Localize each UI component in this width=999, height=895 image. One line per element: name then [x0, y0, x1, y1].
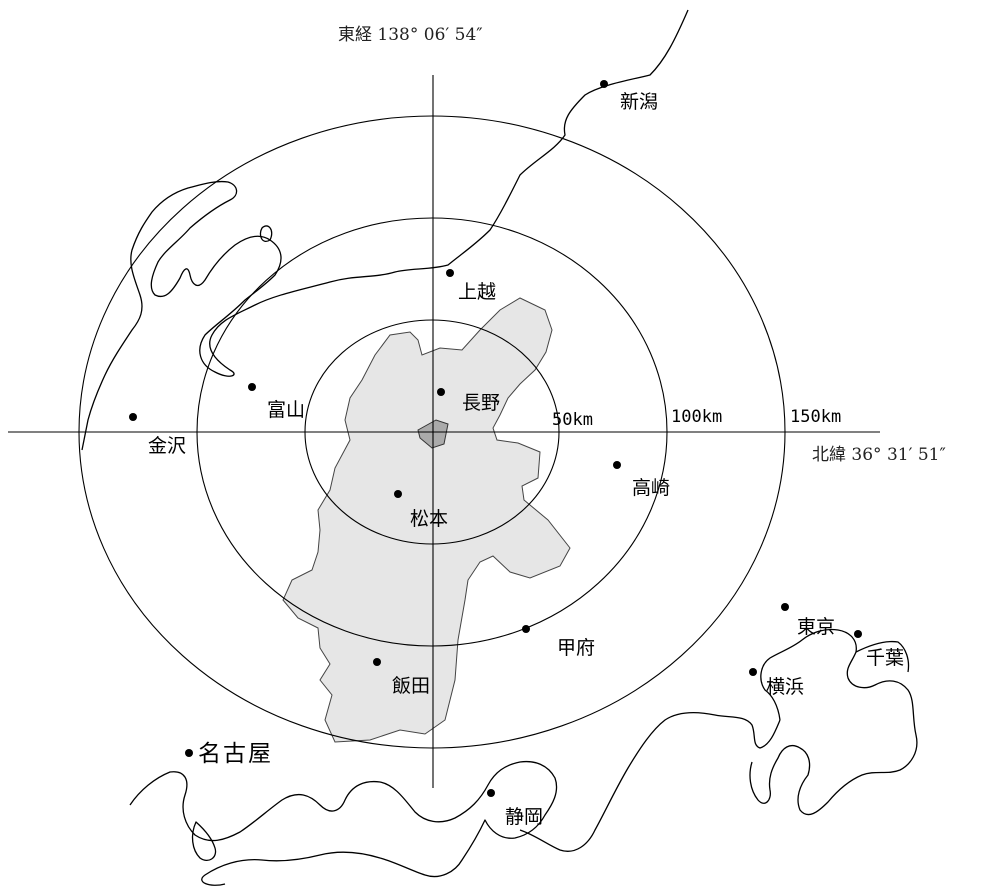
coastline-japan-sea	[81, 9, 689, 451]
city-dot-iida	[373, 658, 381, 666]
city-label-tokyo: 東京	[797, 616, 835, 638]
city-dot-toyama	[248, 383, 256, 391]
coastline-tokai	[519, 711, 781, 852]
city-label-yokohama: 横浜	[766, 676, 804, 698]
city-dot-shizuoka	[487, 789, 495, 797]
city-label-niigata: 新潟	[620, 91, 658, 113]
city-label-matsumoto: 松本	[410, 508, 448, 530]
longitude-label: 東経 138° 06′ 54″	[338, 25, 483, 45]
city-dot-takasaki	[613, 461, 621, 469]
coastline-kanto	[749, 628, 918, 816]
city-label-nagano: 長野	[462, 392, 500, 414]
ring-label-150km: 150km	[790, 407, 841, 427]
coastline-ise	[191, 821, 217, 862]
city-label-kanazawa: 金沢	[148, 435, 186, 457]
city-dot-kanazawa	[129, 413, 137, 421]
coastline-pacific	[129, 760, 558, 886]
latitude-label: 北緯 36° 31′ 51″	[812, 445, 946, 465]
city-dot-chiba	[854, 630, 862, 638]
city-dot-niigata	[600, 80, 608, 88]
city-label-kofu: 甲府	[557, 637, 595, 659]
city-label-joetsu: 上越	[458, 281, 496, 303]
city-label-chiba: 千葉	[866, 647, 904, 669]
coastline-noto	[259, 225, 273, 242]
city-dot-nagano	[437, 388, 445, 396]
city-label-takasaki: 高崎	[632, 477, 670, 499]
city-dot-joetsu	[446, 269, 454, 277]
ring-label-100km: 100km	[671, 407, 722, 427]
city-dot-nagoya	[185, 749, 193, 757]
city-dot-yokohama	[749, 668, 757, 676]
city-dot-kofu	[522, 625, 530, 633]
ring-label-50km: 50km	[552, 410, 593, 430]
city-label-toyama: 富山	[267, 399, 305, 421]
city-label-shizuoka: 静岡	[505, 806, 543, 828]
city-dot-matsumoto	[394, 490, 402, 498]
city-label-nagoya: 名古屋	[198, 741, 273, 767]
city-label-iida: 飯田	[392, 675, 430, 697]
nagano-prefecture-region	[282, 297, 571, 743]
coastline-boso	[855, 640, 910, 673]
city-dot-tokyo	[781, 603, 789, 611]
